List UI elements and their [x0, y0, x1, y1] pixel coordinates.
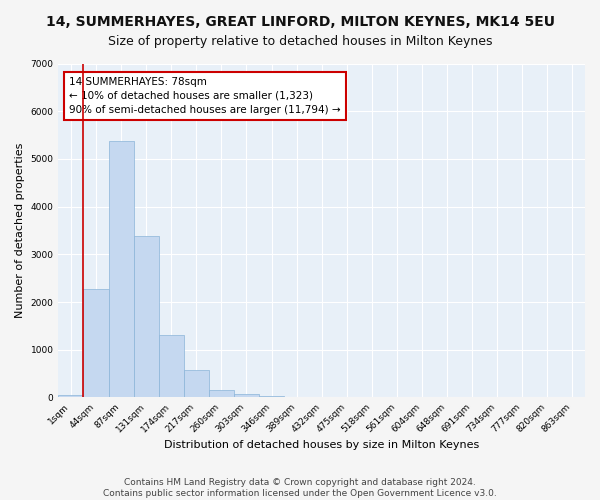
Bar [259, 396, 284, 398]
Bar [209, 390, 234, 398]
Bar [109, 141, 134, 398]
Bar [58, 395, 83, 398]
Text: 14 SUMMERHAYES: 78sqm
← 10% of detached houses are smaller (1,323)
90% of semi-d: 14 SUMMERHAYES: 78sqm ← 10% of detached … [69, 77, 341, 115]
Text: Contains HM Land Registry data © Crown copyright and database right 2024.
Contai: Contains HM Land Registry data © Crown c… [103, 478, 497, 498]
Bar [83, 289, 109, 398]
Y-axis label: Number of detached properties: Number of detached properties [15, 143, 25, 318]
X-axis label: Distribution of detached houses by size in Milton Keynes: Distribution of detached houses by size … [164, 440, 479, 450]
Bar [159, 334, 184, 398]
Text: 14, SUMMERHAYES, GREAT LINFORD, MILTON KEYNES, MK14 5EU: 14, SUMMERHAYES, GREAT LINFORD, MILTON K… [46, 15, 554, 29]
Bar [184, 370, 209, 398]
Bar [234, 394, 259, 398]
Bar [134, 236, 159, 398]
Text: Size of property relative to detached houses in Milton Keynes: Size of property relative to detached ho… [108, 35, 492, 48]
